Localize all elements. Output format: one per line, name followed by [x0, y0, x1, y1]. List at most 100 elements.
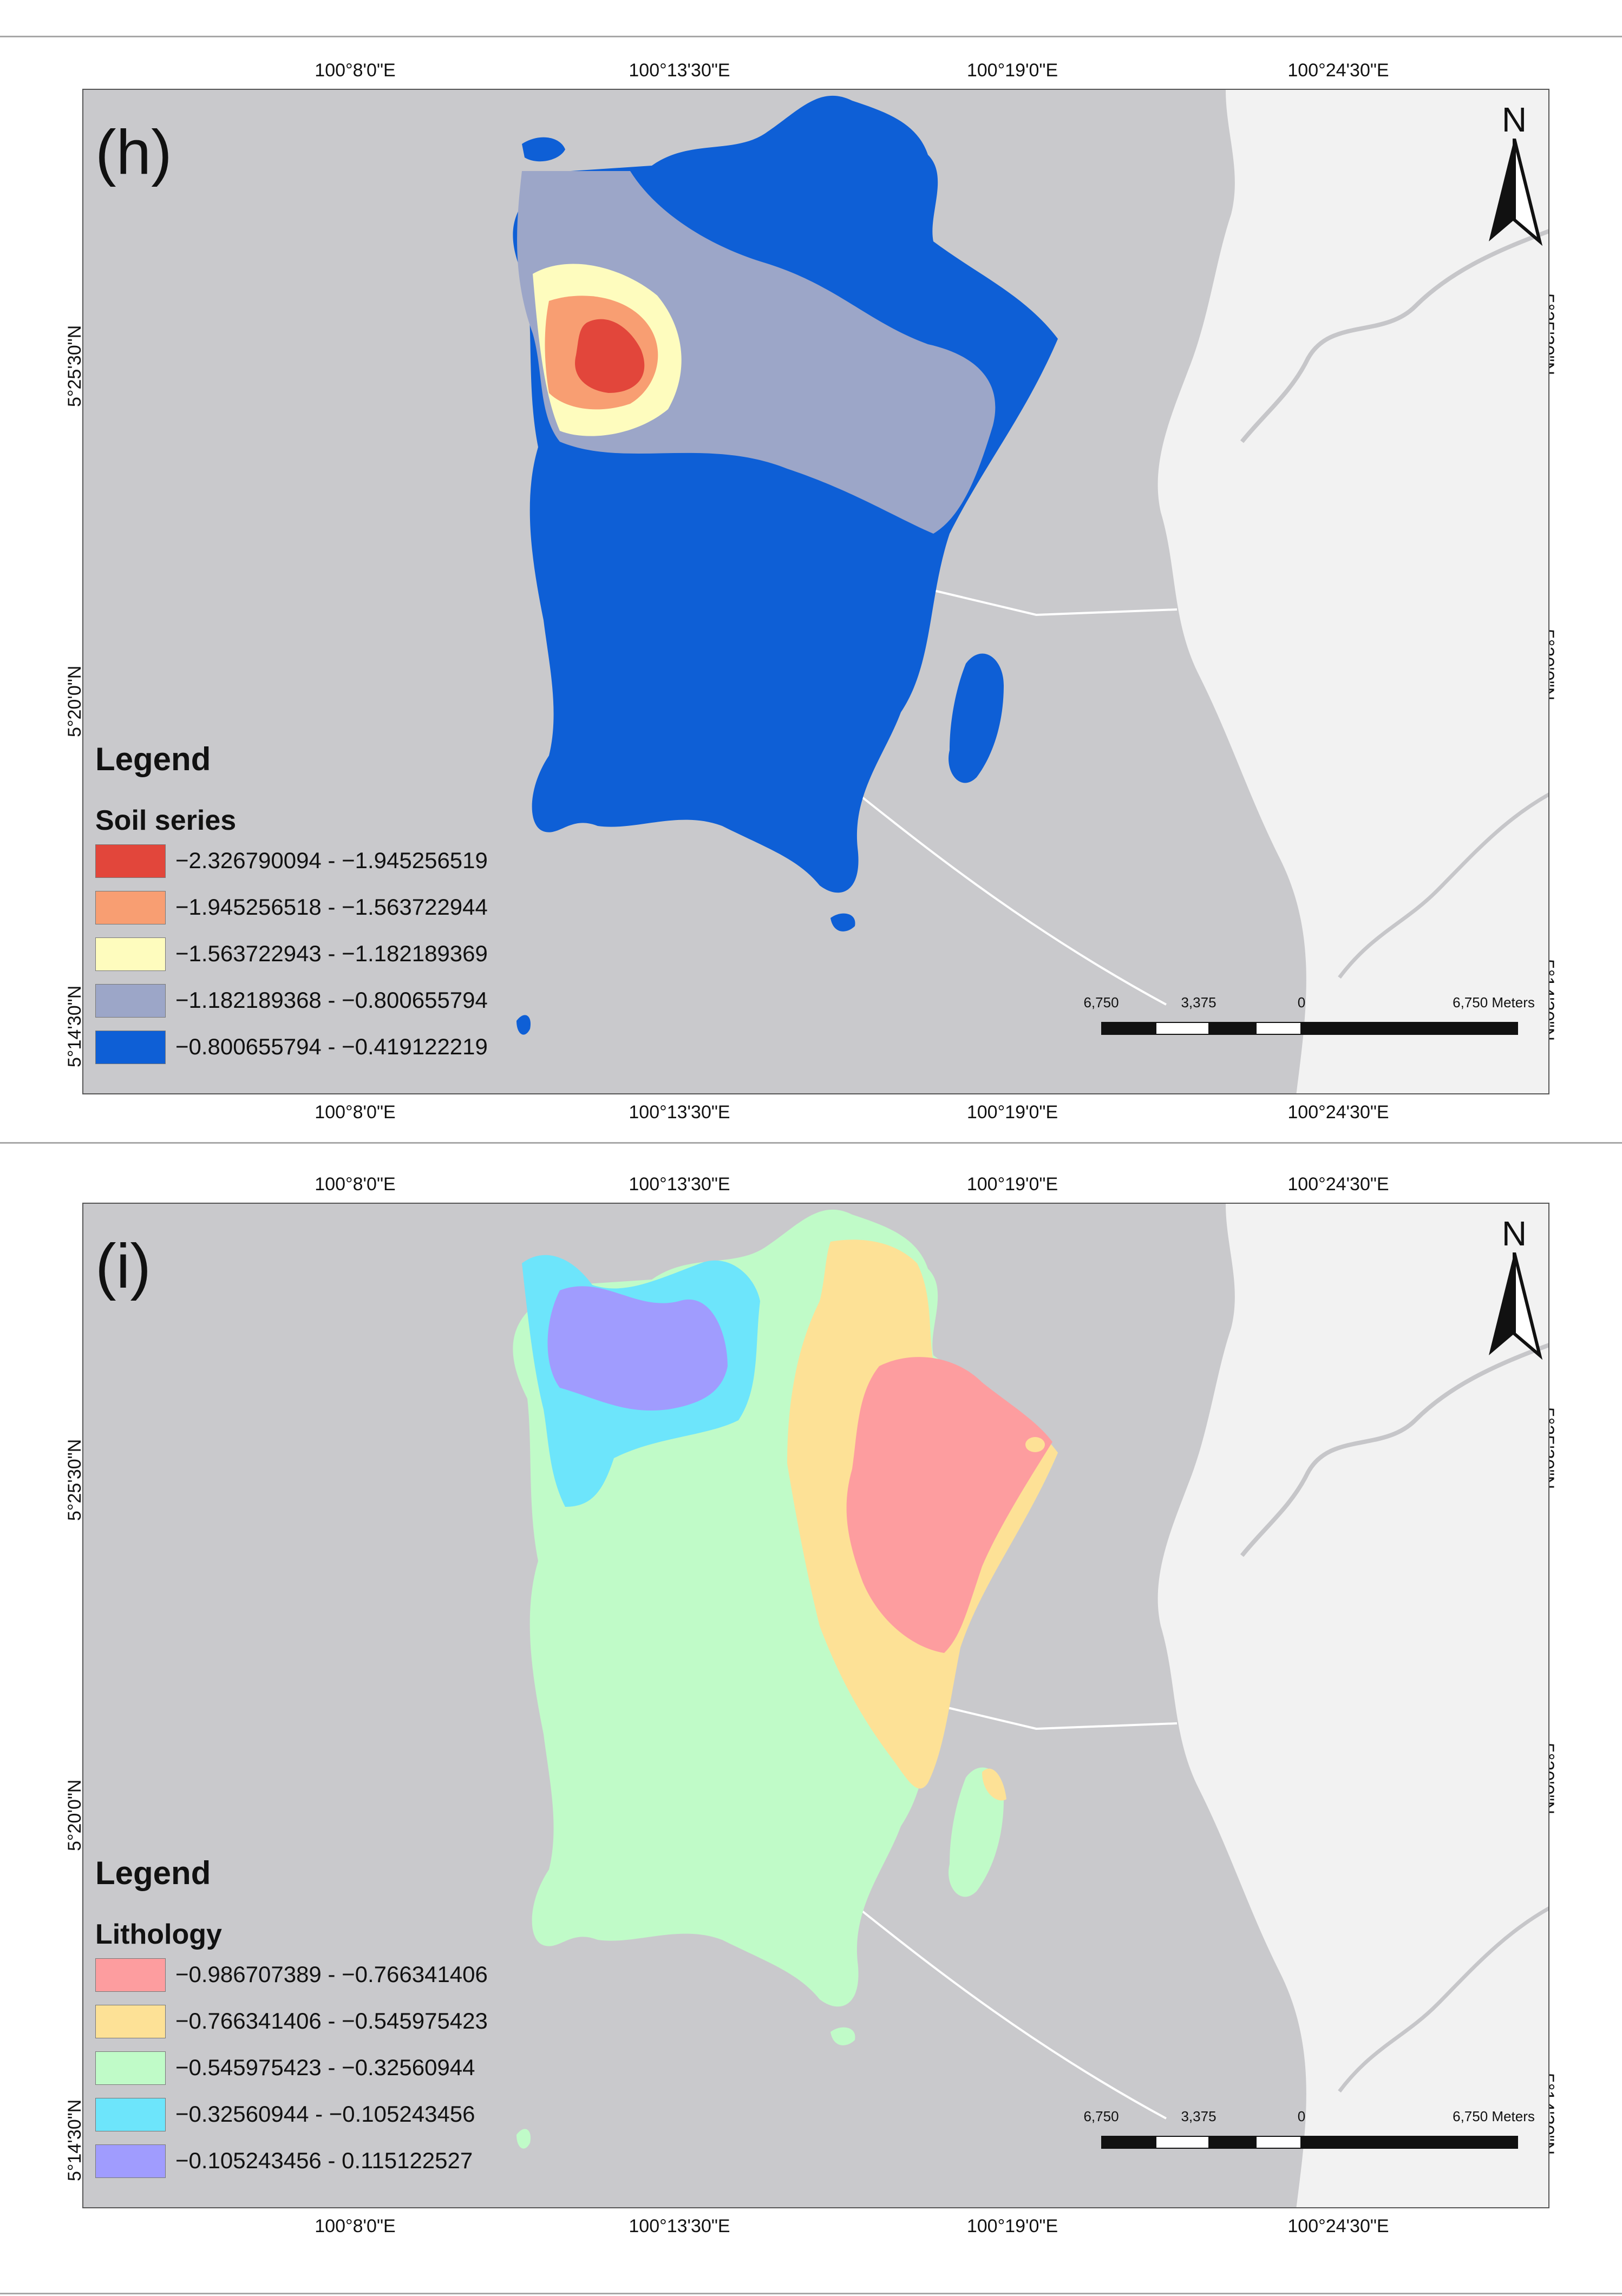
legend-swatch [95, 2144, 166, 2178]
scale-label: 6,750 [1083, 994, 1119, 1011]
lon-label-bottom-4: 100°24'30"E [1287, 2216, 1389, 2236]
map-frame: (h) N Legend Soil series −2.326790094 - … [82, 89, 1549, 1094]
mainland [1157, 90, 1548, 1093]
lon-label-top-1: 100°8'0"E [315, 1174, 396, 1195]
legend-subtitle: Soil series [95, 805, 237, 836]
islet-south [830, 913, 855, 931]
islet-east [949, 653, 1004, 783]
legend-subtitle: Lithology [95, 1919, 222, 1950]
north-letter: N [1501, 100, 1527, 139]
bridge-2 [856, 1906, 1167, 2120]
legend-item: −0.545975423 - −0.32560944 [95, 2045, 583, 2091]
middle-rule [0, 1142, 1622, 1144]
legend-label: −0.986707389 - −0.766341406 [175, 1962, 488, 1987]
mainland-river [1240, 1343, 1548, 1557]
mainland-river-2 [1338, 1906, 1548, 2093]
scale-segment [1301, 1022, 1518, 1035]
lon-label-top-2: 100°13'30"E [629, 60, 730, 81]
islet-yellow [982, 1768, 1006, 1801]
lon-label-top-2: 100°13'30"E [629, 1174, 730, 1195]
bridge-1 [922, 1701, 1178, 1730]
lon-label-bottom-4: 100°24'30"E [1287, 1102, 1389, 1123]
scale-segment [1155, 1022, 1209, 1035]
zone-lavender [547, 1286, 728, 1411]
zone-pink [846, 1357, 1052, 1653]
legend-item: −1.182189368 - −0.800655794 [95, 978, 583, 1024]
scale-label: 6,750 Meters [1453, 2108, 1535, 2124]
legend-item: −0.766341406 - −0.545975423 [95, 1998, 583, 2045]
top-rule [0, 36, 1622, 37]
lon-label-top-3: 100°19'0"E [966, 1174, 1058, 1195]
lon-label-bottom-2: 100°13'30"E [629, 2216, 730, 2236]
bridge-1 [922, 587, 1178, 616]
panel-label: (i) [95, 1231, 152, 1301]
zone-red [575, 319, 645, 393]
spot-yellow [1025, 1437, 1045, 1452]
islet-east [949, 1767, 1004, 1897]
north-letter: N [1501, 1214, 1527, 1253]
legend-swatch [95, 937, 166, 971]
islet-sw [516, 1015, 531, 1035]
north-arrow-icon [1489, 1252, 1543, 1360]
scale-segment [1101, 2136, 1155, 2149]
legend-swatch [95, 844, 166, 878]
legend-swatch [95, 1031, 166, 1064]
legend-item: −0.800655794 - −0.419122219 [95, 1024, 583, 1071]
legend-item: −1.945256518 - −1.563722944 [95, 884, 583, 931]
scale-segment [1255, 1022, 1301, 1035]
north-arrow: N [1479, 1214, 1548, 1360]
lon-label-bottom-2: 100°13'30"E [629, 1102, 730, 1123]
map-panel-h: 100°8'0"E 100°13'30"E 100°19'0"E 100°24'… [0, 39, 1622, 1165]
scale-segment [1209, 1022, 1255, 1035]
legend-item: −0.32560944 - −0.105243456 [95, 2091, 583, 2138]
bridge-2 [856, 792, 1167, 1006]
legend-swatch [95, 984, 166, 1018]
scale-label: 3,375 [1181, 2108, 1217, 2124]
legend-swatch [95, 2098, 166, 2131]
scale-segment [1155, 2136, 1209, 2149]
map-canvas [83, 1204, 1548, 2207]
legend-label: −0.105243456 - 0.115122527 [175, 2148, 473, 2173]
scale-label: 3,375 [1181, 994, 1217, 1011]
panel-label: (h) [95, 117, 172, 187]
scale-bar: 6,750 3,375 0 6,750 Meters [1036, 2108, 1535, 2178]
legend-swatch [95, 891, 166, 924]
scale-label: 0 [1297, 994, 1306, 1011]
lon-label-top-1: 100°8'0"E [315, 60, 396, 81]
legend-title: Legend [95, 1855, 211, 1891]
map-panel-i: 100°8'0"E 100°13'30"E 100°19'0"E 100°24'… [0, 1153, 1622, 2279]
legend-swatch [95, 1958, 166, 1992]
legend-item: −1.563722943 - −1.182189369 [95, 931, 583, 978]
scale-segment [1255, 2136, 1301, 2149]
legend-title: Legend [95, 741, 211, 777]
scale-label: 0 [1297, 2108, 1306, 2124]
legend-item: −0.986707389 - −0.766341406 [95, 1952, 583, 1998]
legend-label: −0.766341406 - −0.545975423 [175, 2008, 488, 2033]
lon-label-top-3: 100°19'0"E [966, 60, 1058, 81]
legend: Legend Lithology −0.986707389 - −0.76634… [95, 1853, 583, 2185]
zone-blue-grey [517, 171, 996, 534]
scale-segment [1101, 1022, 1155, 1035]
islet-south [830, 2027, 855, 2045]
islet-sw [516, 2129, 531, 2149]
scale-label: 6,750 [1083, 2108, 1119, 2124]
lon-label-top-4: 100°24'30"E [1287, 1174, 1389, 1195]
lon-label-bottom-1: 100°8'0"E [315, 1102, 396, 1123]
lon-label-bottom-1: 100°8'0"E [315, 2216, 396, 2236]
legend-label: −0.545975423 - −0.32560944 [175, 2055, 475, 2080]
legend-item: −2.326790094 - −1.945256519 [95, 838, 583, 884]
legend-swatch [95, 2005, 166, 2038]
lon-label-top-4: 100°24'30"E [1287, 60, 1389, 81]
mainland-river-2 [1338, 792, 1548, 979]
north-arrow: N [1479, 100, 1548, 246]
lon-label-bottom-3: 100°19'0"E [966, 2216, 1058, 2236]
bottom-rule [0, 2293, 1622, 2294]
legend-label: −0.32560944 - −0.105243456 [175, 2101, 475, 2127]
legend-label: −1.182189368 - −0.800655794 [175, 987, 488, 1013]
scale-segment [1209, 2136, 1255, 2149]
islet-nw [522, 137, 565, 162]
legend-label: −2.326790094 - −1.945256519 [175, 848, 488, 873]
legend-item: −0.105243456 - 0.115122527 [95, 2138, 583, 2185]
legend: Legend Soil series −2.326790094 - −1.945… [95, 739, 583, 1071]
north-arrow-icon [1489, 139, 1543, 246]
